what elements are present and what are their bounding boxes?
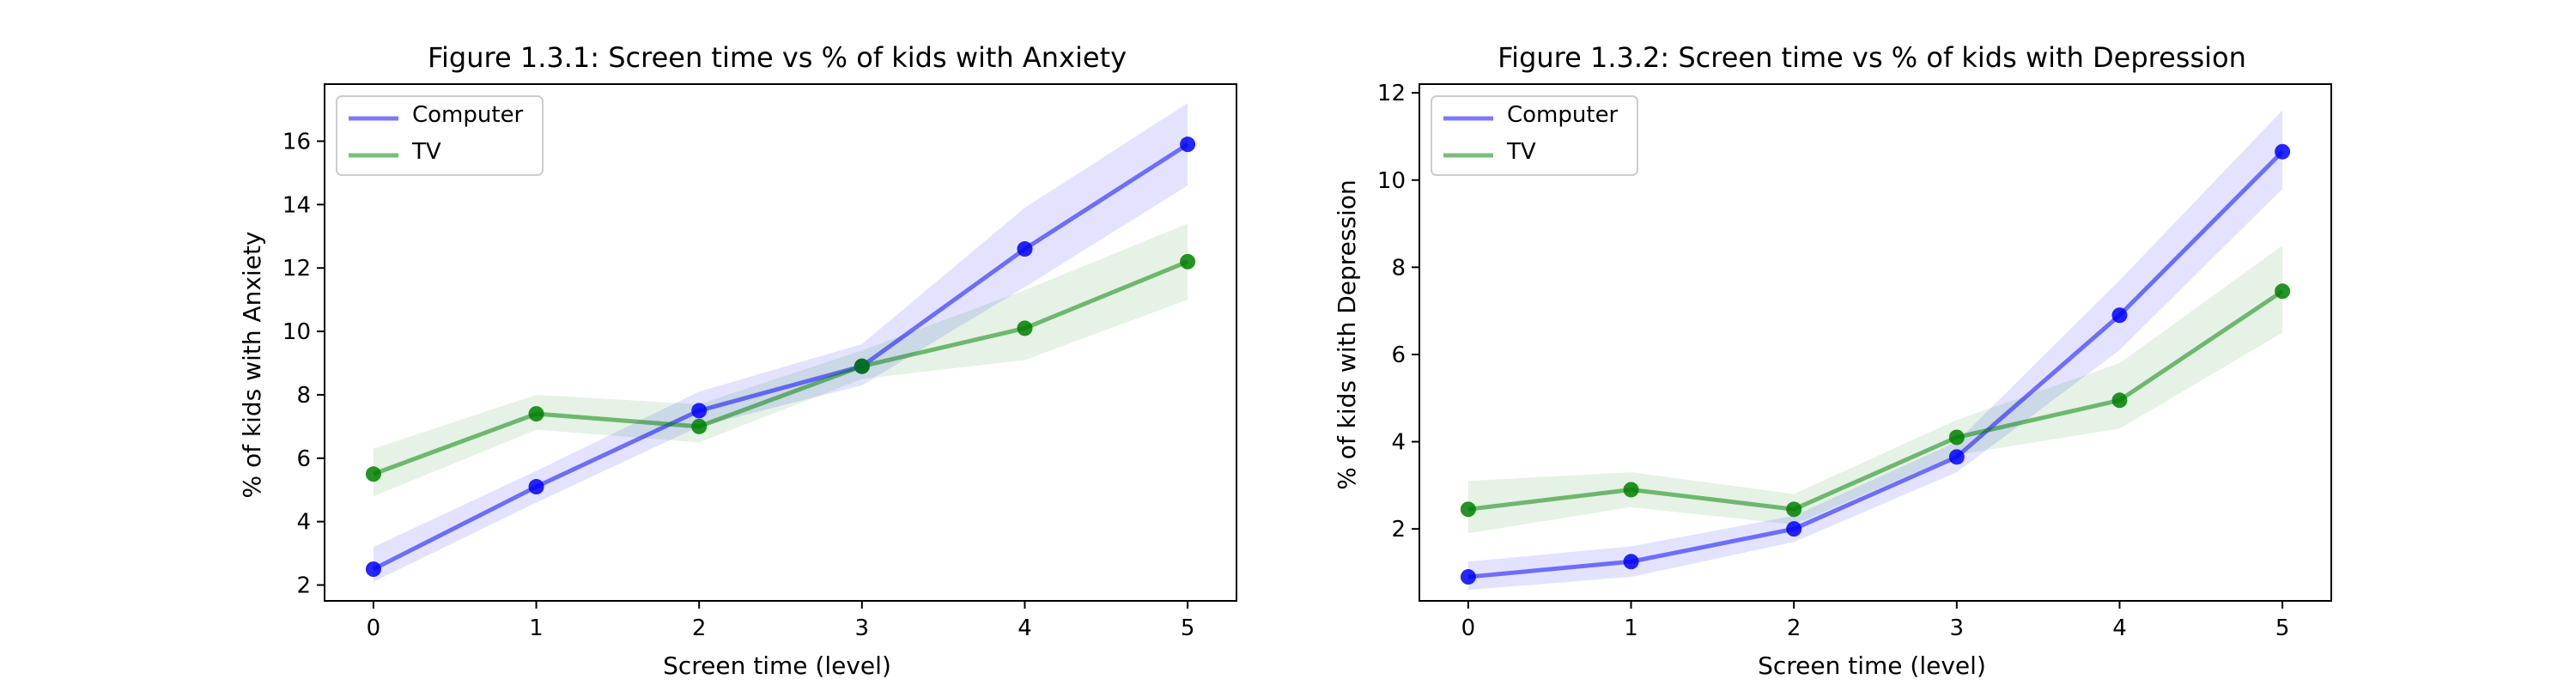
y-tick-label-anxiety: 10 xyxy=(283,319,311,345)
data-point-tv-depression xyxy=(2275,283,2291,300)
ci-band-computer-anxiety xyxy=(373,103,1188,582)
x-tick-label-anxiety: 2 xyxy=(692,615,707,641)
y-tick-label-anxiety: 8 xyxy=(296,383,311,409)
data-point-tv-depression xyxy=(2111,392,2128,409)
data-point-computer-depression xyxy=(1460,569,1476,585)
x-tick-label-depression: 4 xyxy=(2112,615,2127,641)
x-tick-label-depression: 5 xyxy=(2275,615,2290,641)
y-tick-label-anxiety: 12 xyxy=(283,256,311,282)
y-axis-label-depression: % of kids with Depression xyxy=(1333,179,1361,489)
series-line-tv-depression xyxy=(1467,289,2284,512)
data-point-computer-anxiety xyxy=(365,561,381,578)
series-line-computer-anxiety xyxy=(372,142,1189,572)
plot-frame-anxiety xyxy=(324,83,1237,602)
y-tick-label-depression: 10 xyxy=(1377,168,1406,194)
legend-label-tv-depression: TV xyxy=(1506,139,1536,165)
legend-label-tv-anxiety: TV xyxy=(411,139,441,165)
y-tick-label-depression: 8 xyxy=(1391,255,1406,281)
data-point-computer-depression xyxy=(1623,554,1639,570)
data-point-computer-depression xyxy=(2111,307,2128,324)
data-point-tv-depression xyxy=(1948,429,1965,446)
data-point-computer-depression xyxy=(1786,521,1802,537)
data-point-computer-depression xyxy=(1948,449,1965,465)
chart-title-depression: Figure 1.3.2: Screen time vs % of kids w… xyxy=(1498,41,2246,74)
series-line-computer-depression xyxy=(1467,149,2284,579)
data-point-computer-anxiety xyxy=(1017,241,1033,258)
data-point-tv-anxiety xyxy=(528,406,544,422)
data-point-computer-anxiety xyxy=(691,403,708,419)
x-tick-label-anxiety: 0 xyxy=(367,615,381,641)
y-tick-label-anxiety: 16 xyxy=(283,129,311,155)
y-tick-label-depression: 12 xyxy=(1377,81,1406,106)
ci-band-tv-anxiety xyxy=(373,223,1188,497)
x-axis-label-depression: Screen time (level) xyxy=(1758,652,1986,680)
y-axis-label-anxiety: % of kids with Anxiety xyxy=(238,232,266,499)
data-point-tv-anxiety xyxy=(1017,320,1033,336)
y-tick-label-anxiety: 14 xyxy=(283,192,311,218)
data-point-tv-anxiety xyxy=(854,358,870,374)
x-tick-label-anxiety: 1 xyxy=(529,615,544,641)
plot-frame-depression xyxy=(1419,83,2332,602)
y-tick-label-depression: 6 xyxy=(1391,342,1406,368)
y-tick-label-depression: 4 xyxy=(1391,430,1406,456)
x-tick-label-anxiety: 5 xyxy=(1181,615,1195,641)
legend-label-computer-depression: Computer xyxy=(1507,102,1619,128)
y-tick-label-anxiety: 2 xyxy=(296,573,311,599)
data-point-tv-anxiety xyxy=(691,418,708,434)
data-point-computer-anxiety xyxy=(528,479,544,495)
y-tick-label-anxiety: 4 xyxy=(296,510,311,536)
data-point-tv-depression xyxy=(1623,482,1639,498)
chart-title-anxiety: Figure 1.3.1: Screen time vs % of kids w… xyxy=(428,41,1127,74)
data-point-tv-depression xyxy=(1460,501,1476,518)
y-tick-label-depression: 2 xyxy=(1391,517,1406,542)
data-point-computer-depression xyxy=(2275,143,2291,160)
x-axis-label-anxiety: Screen time (level) xyxy=(663,652,891,680)
y-tick-label-anxiety: 6 xyxy=(296,446,311,472)
x-tick-label-anxiety: 4 xyxy=(1018,615,1032,641)
data-point-tv-anxiety xyxy=(1180,253,1196,270)
x-tick-label-depression: 1 xyxy=(1624,615,1638,641)
x-tick-label-depression: 3 xyxy=(1950,615,1965,641)
data-point-computer-anxiety xyxy=(1180,136,1196,153)
data-point-tv-depression xyxy=(1786,501,1802,518)
ci-band-tv-depression xyxy=(1467,245,2283,534)
x-tick-label-depression: 2 xyxy=(1787,615,1801,641)
series-line-tv-anxiety xyxy=(373,259,1189,476)
data-point-tv-anxiety xyxy=(365,466,381,482)
legend-label-computer-anxiety: Computer xyxy=(412,102,524,128)
x-tick-label-anxiety: 3 xyxy=(855,615,870,641)
x-tick-label-depression: 0 xyxy=(1461,615,1476,641)
